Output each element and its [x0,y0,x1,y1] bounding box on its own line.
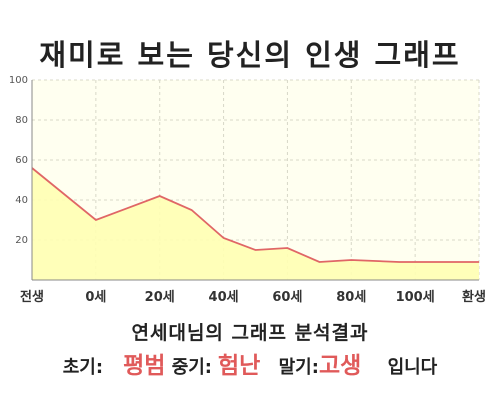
x-tick-label: 0세 [85,290,106,305]
x-tick-labels: 전생 0세 20세 40세 60세 80세 100세 환생 [20,289,486,305]
x-tick-label: 환생 [462,289,486,305]
y-tick-label: 40 [15,195,28,206]
y-tick-label: 80 [15,115,28,126]
series-line [31,167,479,263]
x-tick-label: 40세 [209,290,239,305]
result-title: 연세대님의 그래프 분석결과 [131,322,369,344]
y-tick-label: 60 [15,155,28,166]
result-summary: 초기: 평범 중기: 험난 말기:고생 입니다 [0,346,500,380]
x-tick-label: 전생 [20,289,44,305]
result-suffix: 입니다 [387,357,438,378]
x-tick-label: 100세 [396,290,435,305]
life-graph-chart: 20 40 60 80 100 전생 0세 20세 40세 60세 80세 100세 환생 [9,75,486,305]
axes [31,80,479,281]
early-label: 초기: [62,357,104,378]
y-tick-labels: 20 40 60 80 100 [9,75,28,246]
late-label: 말기: [278,357,319,378]
x-tick-label: 20세 [145,290,175,305]
mid-label: 중기: [171,357,213,378]
late-value: 고생 [318,353,362,379]
chart-title: 재미로 보는 당신의 인생 그래프 [39,38,461,72]
area-fill [32,168,479,280]
early-value: 평범 [123,353,166,379]
y-tick-label: 100 [9,75,28,86]
x-tick-label: 60세 [272,290,302,305]
x-tick-label: 80세 [336,290,366,305]
mid-value: 험난 [218,353,261,379]
y-tick-label: 20 [15,235,28,246]
